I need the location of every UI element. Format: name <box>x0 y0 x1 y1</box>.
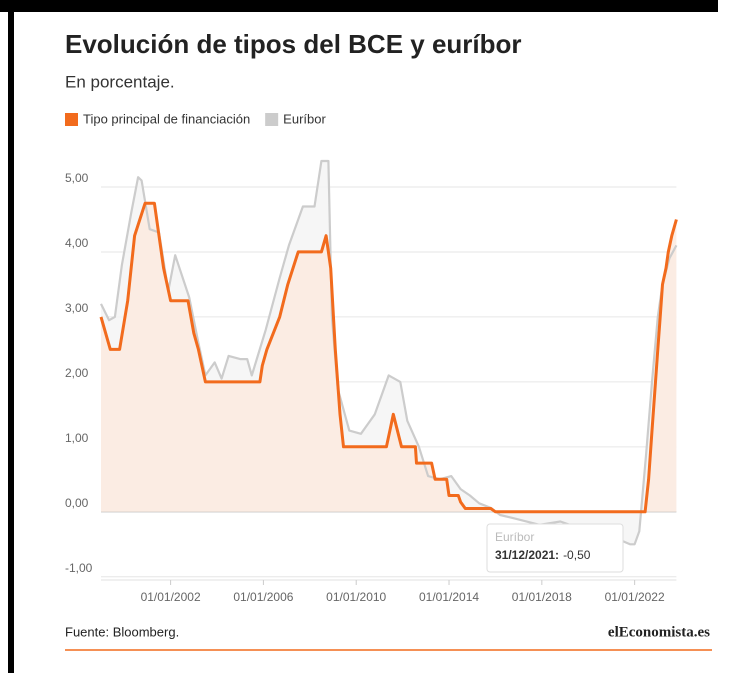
y-tick-label: -1,00 <box>65 561 93 575</box>
tooltip-box <box>486 523 624 573</box>
y-tick-label: 5,00 <box>65 171 89 185</box>
y-tick-label: 4,00 <box>65 236 89 250</box>
x-tick-label: 01/01/2002 <box>141 590 201 604</box>
legend-swatch <box>265 113 279 126</box>
frame-left <box>8 0 14 673</box>
area <box>101 203 677 512</box>
chart-title: Evolución de tipos del BCE y euríbor <box>65 29 522 59</box>
frame-top <box>0 0 718 12</box>
y-tick-label: 3,00 <box>65 301 89 315</box>
tooltip-value: -0,50 <box>563 548 591 562</box>
source: Fuente: Bloomberg. <box>65 624 179 639</box>
legend-label: Euríbor <box>283 111 326 126</box>
legend-label: Tipo principal de financiación <box>83 111 250 126</box>
logo: elEconomista.es <box>608 624 710 640</box>
y-tick-label: 0,00 <box>65 496 89 510</box>
chart-subtitle: En porcentaje. <box>65 72 175 91</box>
y-tick-label: 2,00 <box>65 366 89 380</box>
tooltip-series: Euríbor <box>495 530 534 544</box>
line <box>99 201 678 514</box>
legend-swatch <box>65 113 78 126</box>
y-tick-label: 1,00 <box>65 431 89 445</box>
x-tick-label: 01/01/2010 <box>326 590 386 604</box>
x-tick-label: 01/01/2018 <box>512 590 572 604</box>
tooltip-date: 31/12/2021: <box>495 548 559 562</box>
x-tick-label: 01/01/2022 <box>605 590 665 604</box>
tooltip: Euríbor 31/12/2021: -0,50 <box>486 523 624 573</box>
x-tick-label: 01/01/2006 <box>233 590 293 604</box>
x-tick-label: 01/01/2014 <box>419 590 479 604</box>
